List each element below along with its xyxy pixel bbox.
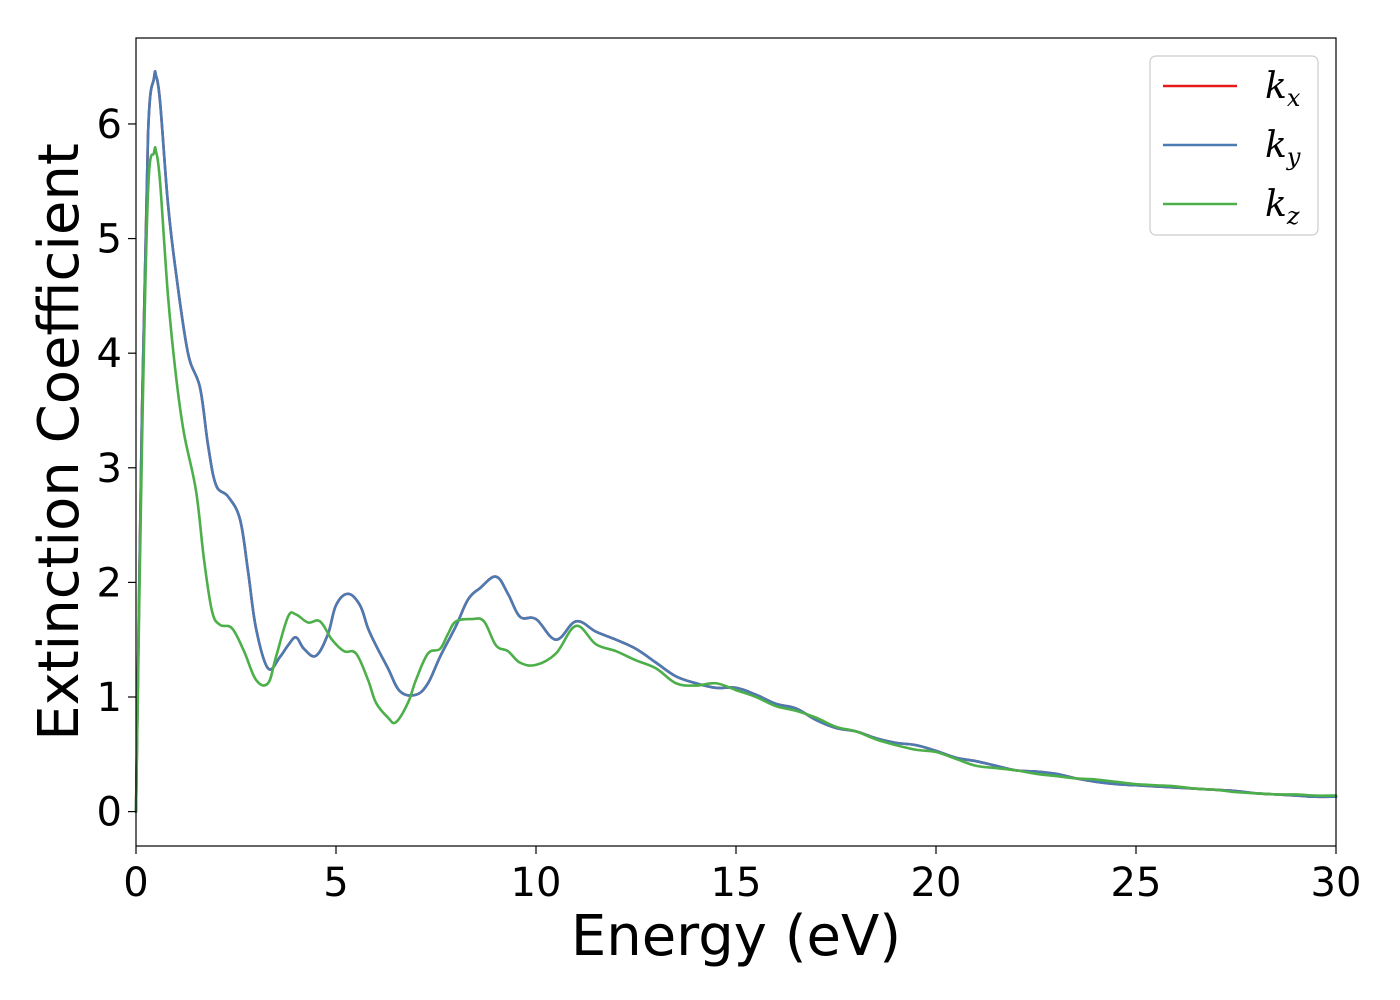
series-layer: [134, 70, 1338, 813]
y-tick-label: 0: [97, 790, 122, 836]
x-axis-label: Energy (eV): [571, 904, 901, 969]
y-axis-label: Extinction Coefficient: [27, 143, 92, 741]
legend-label-kx: kx: [1265, 66, 1301, 112]
series-line-ky: [134, 70, 1338, 813]
legend: kx ky kz: [1149, 55, 1319, 236]
x-tick-label: 0: [123, 860, 148, 906]
x-tick-label: 30: [1311, 860, 1362, 906]
x-axis: 0 5 10 15 20 25 30: [123, 846, 1361, 906]
y-tick-label: 2: [97, 560, 122, 606]
legend-label-ky: ky: [1265, 125, 1301, 171]
y-axis: 0 1 2 3 4 5 6: [97, 102, 136, 836]
legend-label-kz: kz: [1265, 184, 1300, 230]
y-tick-label: 4: [97, 331, 122, 377]
y-tick-label: 3: [97, 446, 122, 492]
y-tick-label: 5: [97, 217, 122, 263]
x-tick-label: 15: [711, 860, 762, 906]
x-tick-label: 10: [511, 860, 562, 906]
x-tick-label: 25: [1111, 860, 1162, 906]
x-tick-label: 5: [323, 860, 348, 906]
x-tick-label: 20: [911, 860, 962, 906]
y-tick-label: 1: [97, 675, 122, 721]
series-line-kz: [134, 146, 1338, 813]
y-tick-label: 6: [97, 102, 122, 148]
